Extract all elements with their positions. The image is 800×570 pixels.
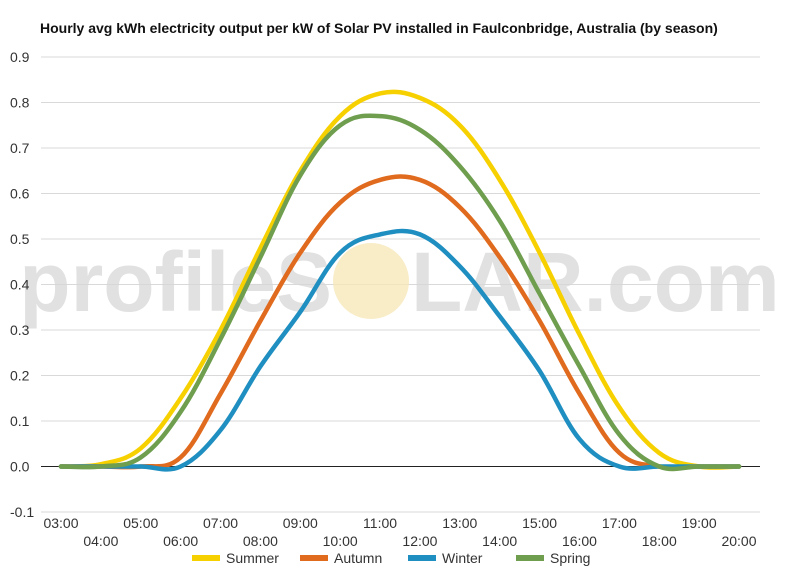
x-tick-label: 04:00 [83, 533, 118, 549]
x-axis-ticks: 03:00 04:00 05:00 06:00 07:00 08:00 09:00 10:00… [43, 515, 756, 549]
series-line-summer [58, 89, 742, 470]
chart-title: Hourly avg kWh electricity output per kW… [40, 20, 718, 36]
legend-label-summer: Summer [226, 550, 279, 566]
series-line-spring [58, 113, 742, 472]
y-tick-label: 0.3 [10, 322, 30, 338]
series-lines [58, 89, 742, 472]
x-tick-label: 13:00 [442, 515, 477, 531]
y-tick-label: 0.5 [10, 231, 30, 247]
x-tick-label: 15:00 [522, 515, 557, 531]
legend-swatch-autumn [300, 555, 328, 561]
x-tick-label: 05:00 [123, 515, 158, 531]
y-tick-label: 0.8 [10, 95, 30, 111]
legend: Summer Autumn Winter Spring [192, 550, 590, 566]
x-tick-label: 07:00 [203, 515, 238, 531]
y-tick-label: 0.1 [10, 413, 30, 429]
x-tick-label: 14:00 [482, 533, 517, 549]
legend-swatch-spring [516, 555, 544, 561]
series-line-autumn [58, 174, 742, 470]
x-tick-label: 08:00 [243, 533, 278, 549]
y-tick-label: 0.0 [10, 459, 30, 475]
x-tick-label: 18:00 [642, 533, 677, 549]
x-tick-label: 20:00 [721, 533, 756, 549]
y-tick-label: 0.6 [10, 186, 30, 202]
watermark-text-right: LAR.com [411, 235, 780, 329]
y-tick-label: 0.9 [10, 49, 30, 65]
legend-label-winter: Winter [442, 550, 483, 566]
x-tick-label: 11:00 [363, 515, 397, 531]
legend-label-spring: Spring [550, 550, 590, 566]
y-tick-label: 0.2 [10, 368, 30, 384]
legend-swatch-winter [408, 555, 436, 561]
y-tick-label: 0.4 [10, 277, 30, 293]
x-tick-label: 19:00 [682, 515, 717, 531]
x-tick-label: 17:00 [602, 515, 637, 531]
watermark: profileS LAR.com [19, 235, 779, 329]
x-tick-label: 12:00 [402, 533, 437, 549]
watermark-text-left: profileS [19, 235, 332, 329]
x-tick-label: 16:00 [562, 533, 597, 549]
y-tick-label: -0.1 [10, 504, 34, 520]
x-tick-label: 09:00 [283, 515, 318, 531]
y-tick-label: 0.7 [10, 140, 30, 156]
x-tick-label: 10:00 [323, 533, 358, 549]
y-axis-ticks: -0.1 0.0 0.1 0.2 0.3 0.4 0.5 0.6 0.7 0.8 0.9 [10, 49, 34, 520]
x-tick-label: 03:00 [43, 515, 78, 531]
series-line-winter [58, 228, 742, 472]
watermark-sun-icon [333, 243, 409, 319]
legend-label-autumn: Autumn [334, 550, 382, 566]
x-tick-label: 06:00 [163, 533, 198, 549]
legend-swatch-summer [192, 555, 220, 561]
